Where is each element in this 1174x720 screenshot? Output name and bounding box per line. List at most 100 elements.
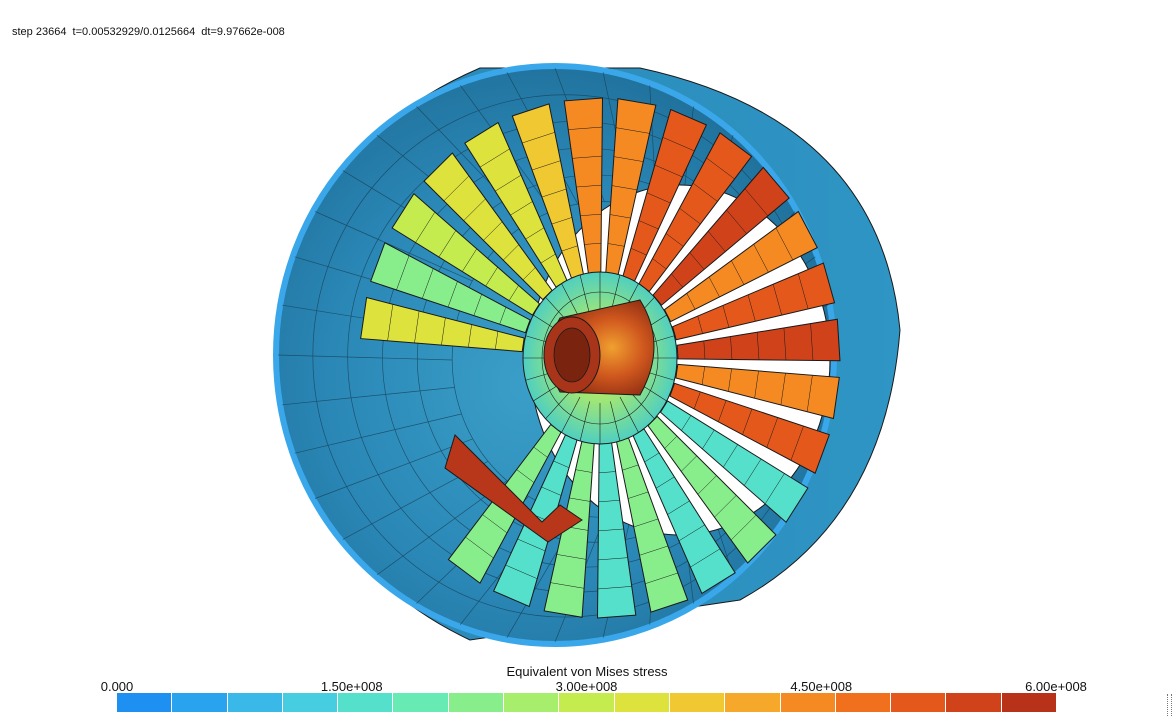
blade-mesh-line <box>485 267 498 287</box>
colorbar-swatch <box>559 693 614 712</box>
colorbar-swatch <box>338 693 393 712</box>
detached-blade-fragment <box>444 434 583 543</box>
blade-mesh-line <box>627 491 649 499</box>
blade-mesh-line <box>569 497 591 502</box>
blade-mesh-line <box>678 524 705 542</box>
blade-mesh-line <box>702 429 715 449</box>
blade-mesh-line <box>468 324 472 348</box>
blade-mesh-line <box>525 227 545 240</box>
stress-colorbar <box>117 693 1057 712</box>
blade-mesh-line <box>726 209 747 234</box>
colorbar-tick-label: 0.000 <box>100 679 134 694</box>
blade-mesh-line <box>730 336 733 360</box>
blade-mesh-line <box>611 185 638 191</box>
hub-mesh-line <box>561 396 581 433</box>
blade-mesh-line <box>756 332 760 360</box>
blade-mesh-line <box>508 285 519 301</box>
colorbar-tick-label: 6.00e+008 <box>1025 679 1087 694</box>
blade-mesh-line <box>638 220 659 230</box>
blade-mesh-line <box>692 182 718 202</box>
colorbar-swatch <box>282 693 338 712</box>
blade-mesh-line <box>575 469 593 473</box>
window-resize-grip[interactable] <box>1167 694 1172 716</box>
hub-mesh-line <box>619 396 639 433</box>
blade-mesh-line <box>772 284 782 316</box>
casing-mesh-line <box>294 413 462 454</box>
blade-mesh-line <box>553 460 570 468</box>
blade-mesh-line <box>522 267 536 281</box>
blade-mesh-line <box>462 248 477 272</box>
blade-mesh-line <box>681 415 692 431</box>
colorbar-title: Equivalent von Mises stress <box>506 664 668 679</box>
blade-mesh-line <box>482 514 508 534</box>
blade-mesh-line <box>576 184 602 188</box>
colorbar-swatch <box>891 693 946 712</box>
blade-mesh-line <box>561 245 578 252</box>
colorbar-swatch <box>227 693 282 712</box>
blade-mesh-line <box>396 255 410 291</box>
hub-mesh-line <box>610 401 621 442</box>
blade-mesh-line <box>633 518 659 528</box>
colorbar-swatch <box>172 693 227 712</box>
hub-mesh-line <box>561 283 581 320</box>
blade-mesh-line <box>609 214 631 219</box>
blade-mesh-line <box>572 155 602 159</box>
blade-mesh-line <box>708 276 720 298</box>
blade-mesh-line <box>654 164 683 178</box>
blade-mesh-line <box>465 536 494 559</box>
blade-mesh-line <box>531 160 561 171</box>
blade-mesh-line <box>598 500 620 503</box>
blade-mesh-line <box>652 258 667 270</box>
blade-mesh-line <box>503 244 519 261</box>
colorbar-swatch <box>614 693 669 712</box>
blade-mesh-line <box>731 260 745 285</box>
blade-mesh-line <box>783 327 787 361</box>
hub-mesh-line <box>579 274 590 315</box>
blade-mesh-line <box>551 217 573 225</box>
blade-mesh-line <box>723 444 738 468</box>
casing-mesh-line <box>314 438 473 499</box>
blade-mesh-line <box>522 132 555 144</box>
fan-stress-3d-view[interactable] <box>0 0 1174 660</box>
rotor-blades <box>360 97 841 619</box>
colorbar-swatch <box>946 693 1001 712</box>
blade-mesh-line <box>438 230 457 258</box>
blade-mesh-line <box>510 201 533 216</box>
colorbar-swatch <box>1001 693 1057 712</box>
blade-mesh-line <box>707 231 726 252</box>
blade-mesh-line <box>495 331 499 350</box>
blade-mesh-line <box>414 310 420 343</box>
blade-mesh-line <box>607 243 625 247</box>
blade-mesh-line <box>540 253 556 264</box>
blade-mesh-line <box>703 340 706 360</box>
casing-mesh-line <box>277 354 453 361</box>
blade-mesh-line <box>766 417 778 448</box>
rotor-blade <box>676 318 841 362</box>
simulation-status-text: step 23664 t=0.00532929/0.0125664 dt=9.9… <box>12 26 285 38</box>
blade-mesh-line <box>645 572 678 584</box>
blade-mesh-line <box>681 455 697 472</box>
blade-mesh-line <box>697 475 717 495</box>
blade-mesh-line <box>483 221 503 241</box>
blade-mesh-line <box>499 307 507 325</box>
blade-mesh-line <box>550 582 585 589</box>
blade-mesh-line <box>790 425 804 461</box>
colorbar-swatch <box>725 693 780 712</box>
colorbar-swatch <box>504 693 559 712</box>
blade-mesh-line <box>441 317 446 346</box>
blade-mesh-line <box>667 500 690 515</box>
blade-mesh-line <box>463 198 486 221</box>
blade-mesh-line <box>730 514 757 541</box>
blade-mesh-line <box>598 471 616 474</box>
blade-mesh-line <box>516 469 535 483</box>
colorbar-swatch <box>117 693 172 712</box>
blade-mesh-line <box>689 252 705 270</box>
blade-mesh-line <box>718 400 727 422</box>
blade-mesh-line <box>495 174 522 192</box>
blade-mesh-line <box>598 557 628 561</box>
blade-mesh-line <box>701 366 705 385</box>
blade-mesh-line <box>655 476 675 489</box>
blade-mesh-line <box>415 211 436 243</box>
blade-mesh-line <box>639 545 669 556</box>
